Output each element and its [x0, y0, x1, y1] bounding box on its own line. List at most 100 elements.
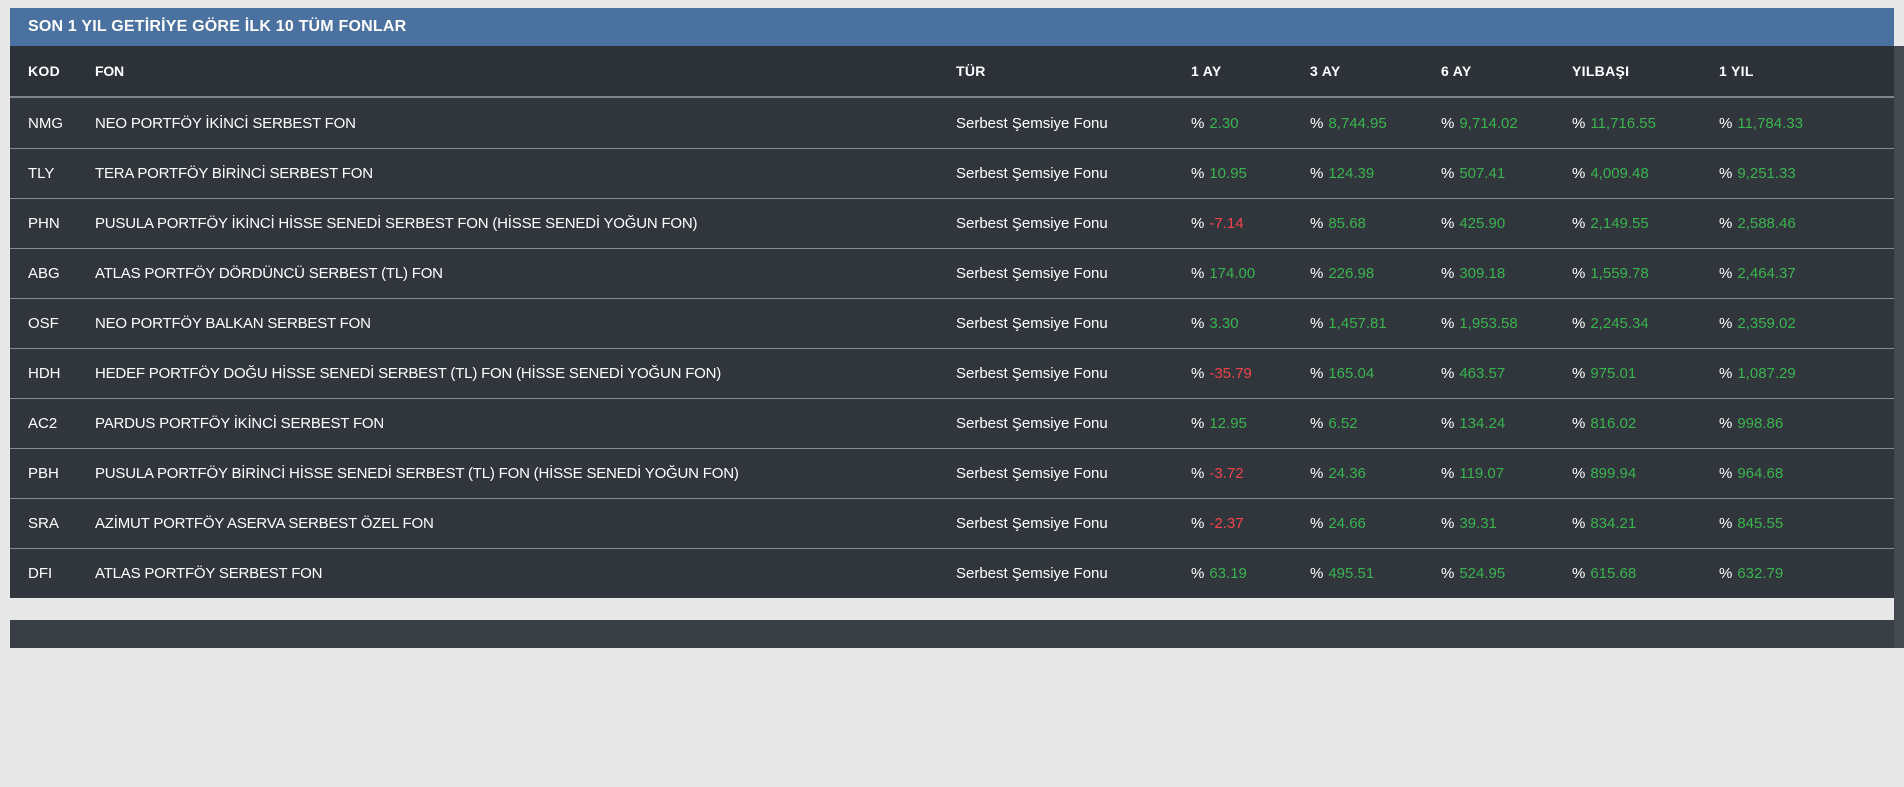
percent-sign: %: [1310, 114, 1324, 132]
return-ytd-value: 834.21: [1590, 515, 1637, 532]
return-ytd-value: 1,559.78: [1590, 265, 1649, 282]
return-1m-value: -3.72: [1209, 465, 1244, 482]
percent-sign: %: [1719, 515, 1733, 532]
fund-name: PUSULA PORTFÖY İKİNCİ HİSSE SENEDİ SERBE…: [95, 215, 698, 232]
return-3m-cell: % 6.52: [1310, 415, 1441, 432]
percent-sign: %: [1441, 215, 1455, 232]
table-row[interactable]: ABG ATLAS PORTFÖY DÖRDÜNCÜ SERBEST (TL) …: [10, 248, 1894, 298]
return-3m-cell: % 124.39: [1310, 165, 1441, 182]
percent-sign: %: [1191, 565, 1205, 582]
return-3m-cell: % 24.66: [1310, 515, 1441, 532]
return-ytd-cell: % 4,009.48: [1572, 165, 1719, 182]
vertical-scrollbar[interactable]: [1894, 46, 1904, 648]
table-row[interactable]: TLY TERA PORTFÖY BİRİNCİ SERBEST FON Ser…: [10, 148, 1894, 198]
return-6m-cell: % 425.90: [1441, 215, 1572, 232]
return-ytd-value: 2,149.55: [1590, 215, 1649, 232]
return-1y-value: 632.79: [1737, 565, 1784, 582]
return-ytd-value: 816.02: [1590, 415, 1637, 432]
table-row[interactable]: AC2 PARDUS PORTFÖY İKİNCİ SERBEST FON Se…: [10, 398, 1894, 448]
percent-sign: %: [1310, 265, 1324, 282]
return-1m-cell: % 12.95: [1191, 415, 1310, 432]
percent-sign: %: [1191, 265, 1205, 282]
table-row[interactable]: NMG NEO PORTFÖY İKİNCİ SERBEST FON Serbe…: [10, 98, 1894, 148]
return-3m-cell: % 495.51: [1310, 565, 1441, 582]
column-header-fon[interactable]: FON: [95, 63, 124, 79]
return-3m-value: 495.51: [1328, 565, 1375, 582]
return-3m-value: 8,744.95: [1328, 114, 1387, 132]
column-header-6ay[interactable]: 6 AY: [1441, 63, 1472, 79]
percent-sign: %: [1572, 365, 1586, 382]
return-ytd-cell: % 834.21: [1572, 515, 1719, 532]
percent-sign: %: [1191, 415, 1205, 432]
return-6m-cell: % 39.31: [1441, 515, 1572, 532]
percent-sign: %: [1572, 165, 1586, 182]
return-ytd-cell: % 1,559.78: [1572, 265, 1719, 282]
return-1y-cell: % 9,251.33: [1719, 165, 1876, 182]
percent-sign: %: [1572, 465, 1586, 482]
return-1y-value: 9,251.33: [1737, 165, 1796, 182]
return-6m-value: 309.18: [1459, 265, 1506, 282]
percent-sign: %: [1441, 465, 1455, 482]
fund-type: Serbest Şemsiye Fonu: [956, 215, 1108, 232]
percent-sign: %: [1719, 315, 1733, 332]
percent-sign: %: [1191, 365, 1205, 382]
fund-code: PBH: [28, 465, 59, 482]
top-funds-panel: SON 1 YIL GETİRİYE GÖRE İLK 10 TÜM FONLA…: [10, 8, 1894, 598]
fund-name: NEO PORTFÖY BALKAN SERBEST FON: [95, 315, 371, 332]
next-panel-header-bar: [10, 620, 1894, 648]
return-1y-cell: % 2,588.46: [1719, 215, 1876, 232]
percent-sign: %: [1719, 165, 1733, 182]
return-ytd-value: 2,245.34: [1590, 315, 1649, 332]
return-6m-value: 39.31: [1459, 515, 1497, 532]
column-header-kod[interactable]: KOD: [28, 63, 61, 79]
return-3m-cell: % 24.36: [1310, 465, 1441, 482]
fund-code: PHN: [28, 215, 60, 232]
return-1y-value: 998.86: [1737, 415, 1784, 432]
table-row[interactable]: SRA AZİMUT PORTFÖY ASERVA SERBEST ÖZEL F…: [10, 498, 1894, 548]
fund-type: Serbest Şemsiye Fonu: [956, 415, 1108, 432]
column-header-1ay[interactable]: 1 AY: [1191, 63, 1222, 79]
percent-sign: %: [1191, 315, 1205, 332]
return-3m-value: 6.52: [1328, 415, 1358, 432]
column-header-yilbasi[interactable]: YILBAŞI: [1572, 63, 1630, 79]
return-1y-value: 2,359.02: [1737, 315, 1796, 332]
return-3m-cell: % 8,744.95: [1310, 115, 1441, 132]
fund-code: NMG: [28, 114, 63, 132]
table-row[interactable]: HDH HEDEF PORTFÖY DOĞU HİSSE SENEDİ SERB…: [10, 348, 1894, 398]
column-header-3ay[interactable]: 3 AY: [1310, 63, 1341, 79]
fund-type: Serbest Şemsiye Fonu: [956, 315, 1108, 332]
fund-name: NEO PORTFÖY İKİNCİ SERBEST FON: [95, 114, 356, 132]
fund-name: TERA PORTFÖY BİRİNCİ SERBEST FON: [95, 165, 373, 182]
return-6m-cell: % 134.24: [1441, 415, 1572, 432]
return-1y-cell: % 964.68: [1719, 465, 1876, 482]
return-ytd-value: 4,009.48: [1590, 165, 1649, 182]
percent-sign: %: [1572, 215, 1586, 232]
return-1m-value: 63.19: [1209, 565, 1247, 582]
return-3m-value: 226.98: [1328, 265, 1375, 282]
return-6m-value: 134.24: [1459, 415, 1506, 432]
percent-sign: %: [1310, 315, 1324, 332]
percent-sign: %: [1310, 465, 1324, 482]
return-1y-cell: % 2,359.02: [1719, 315, 1876, 332]
percent-sign: %: [1441, 265, 1455, 282]
return-3m-value: 85.68: [1328, 215, 1366, 232]
fund-type: Serbest Şemsiye Fonu: [956, 365, 1108, 382]
percent-sign: %: [1191, 215, 1205, 232]
return-ytd-cell: % 2,245.34: [1572, 315, 1719, 332]
return-1y-cell: % 1,087.29: [1719, 365, 1876, 382]
funds-table: KOD FON TÜR 1 AY 3 AY 6 AY YILBAŞI 1 YIL…: [10, 46, 1894, 598]
percent-sign: %: [1441, 565, 1455, 582]
return-ytd-cell: % 2,149.55: [1572, 215, 1719, 232]
return-ytd-value: 615.68: [1590, 565, 1637, 582]
return-1m-cell: % -2.37: [1191, 515, 1310, 532]
table-row[interactable]: PHN PUSULA PORTFÖY İKİNCİ HİSSE SENEDİ S…: [10, 198, 1894, 248]
return-1m-cell: % 10.95: [1191, 165, 1310, 182]
table-row[interactable]: OSF NEO PORTFÖY BALKAN SERBEST FON Serbe…: [10, 298, 1894, 348]
table-row[interactable]: PBH PUSULA PORTFÖY BİRİNCİ HİSSE SENEDİ …: [10, 448, 1894, 498]
table-row[interactable]: DFI ATLAS PORTFÖY SERBEST FON Serbest Şe…: [10, 548, 1894, 598]
percent-sign: %: [1572, 415, 1586, 432]
percent-sign: %: [1310, 365, 1324, 382]
percent-sign: %: [1191, 515, 1205, 532]
column-header-tur[interactable]: TÜR: [956, 63, 986, 79]
column-header-1yil[interactable]: 1 YIL: [1719, 63, 1754, 79]
